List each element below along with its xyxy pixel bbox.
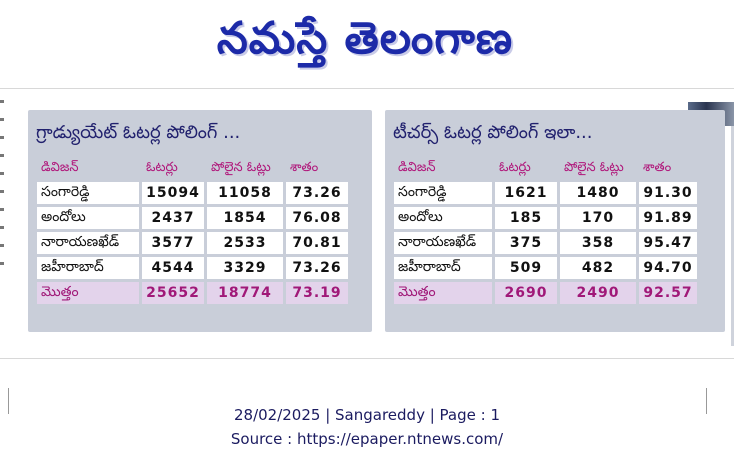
- teachers-panel-title: టీచర్స్ ఓటర్ల పోలింగ్ ఇలా...: [393, 122, 593, 143]
- column-header-polled-votes: పోలైన ఓట్లు: [560, 159, 636, 179]
- polled-votes-cell: 2533: [207, 232, 283, 254]
- bottom-divider: [0, 358, 734, 359]
- percentage-cell: 91.30: [639, 182, 697, 204]
- column-header-division: డివిజన్: [394, 159, 492, 179]
- masthead: నమస్తే తెలంగాణ: [0, 0, 734, 80]
- table-row: జహీరాబాద్ 4544 3329 73.26: [37, 257, 348, 279]
- graduate-polling-table: డివిజన్ ఓటర్లు పోలైన ఓట్లు శాతం సంగారెడ్…: [34, 156, 351, 307]
- table-row: నారాయణఖేడ్ 3577 2533 70.81: [37, 232, 348, 254]
- total-percentage-cell: 73.19: [286, 282, 348, 304]
- teachers-polling-table: డివిజన్ ఓటర్లు పోలైన ఓట్లు శాతం సంగారెడ్…: [391, 156, 700, 307]
- source-link[interactable]: Source : https://epaper.ntnews.com/: [230, 430, 504, 448]
- percentage-cell: 91.89: [639, 207, 697, 229]
- left-crop-mark: [8, 388, 9, 414]
- polled-votes-cell: 358: [560, 232, 636, 254]
- percentage-cell: 73.26: [286, 257, 348, 279]
- column-header-division: డివిజన్: [37, 159, 139, 179]
- percentage-cell: 76.08: [286, 207, 348, 229]
- voters-cell: 2437: [142, 207, 204, 229]
- division-cell: నారాయణఖేడ్: [394, 232, 492, 254]
- voters-cell: 1621: [495, 182, 557, 204]
- polled-votes-cell: 482: [560, 257, 636, 279]
- graduate-panel-title: గ్రాడ్యుయేట్ ఓటర్ల పోలింగ్ ...: [36, 122, 241, 143]
- teachers-polling-panel: టీచర్స్ ఓటర్ల పోలింగ్ ఇలా... డివిజన్ ఓటర…: [385, 110, 725, 332]
- column-header-percentage: శాతం: [639, 159, 697, 179]
- voters-cell: 4544: [142, 257, 204, 279]
- table-header-row: డివిజన్ ఓటర్లు పోలైన ఓట్లు శాతం: [394, 159, 697, 179]
- right-crop-mark: [706, 388, 707, 414]
- total-polled-votes-cell: 2490: [560, 282, 636, 304]
- total-row: మొత్తం 25652 18774 73.19: [37, 282, 348, 304]
- division-cell: అందోలు: [37, 207, 139, 229]
- table-row: నారాయణఖేడ్ 375 358 95.47: [394, 232, 697, 254]
- percentage-cell: 73.26: [286, 182, 348, 204]
- table-row: అందోలు 2437 1854 76.08: [37, 207, 348, 229]
- voters-cell: 15094: [142, 182, 204, 204]
- page-info: 28/02/2025 | Sangareddy | Page : 1: [233, 406, 500, 424]
- table-header-row: డివిజన్ ఓటర్లు పోలైన ఓట్లు శాతం: [37, 159, 348, 179]
- total-voters-cell: 25652: [142, 282, 204, 304]
- polled-votes-cell: 1854: [207, 207, 283, 229]
- top-divider: [0, 88, 734, 89]
- total-polled-votes-cell: 18774: [207, 282, 283, 304]
- total-row: మొత్తం 2690 2490 92.57: [394, 282, 697, 304]
- column-header-polled-votes: పోలైన ఓట్లు: [207, 159, 283, 179]
- voters-cell: 3577: [142, 232, 204, 254]
- polled-votes-cell: 1480: [560, 182, 636, 204]
- graduate-polling-panel: గ్రాడ్యుయేట్ ఓటర్ల పోలింగ్ ... డివిజన్ ఓ…: [28, 110, 372, 332]
- total-percentage-cell: 92.57: [639, 282, 697, 304]
- percentage-cell: 94.70: [639, 257, 697, 279]
- division-cell: సంగారెడ్డి: [394, 182, 492, 204]
- total-voters-cell: 2690: [495, 282, 557, 304]
- table-row: సంగారెడ్డి 1621 1480 91.30: [394, 182, 697, 204]
- voters-cell: 509: [495, 257, 557, 279]
- polled-votes-cell: 11058: [207, 182, 283, 204]
- percentage-cell: 70.81: [286, 232, 348, 254]
- column-header-voters: ఓటర్లు: [495, 159, 557, 179]
- newspaper-logo: నమస్తే తెలంగాణ: [216, 13, 514, 64]
- column-header-voters: ఓటర్లు: [142, 159, 204, 179]
- polled-votes-cell: 3329: [207, 257, 283, 279]
- voters-cell: 185: [495, 207, 557, 229]
- table-row: సంగారెడ్డి 15094 11058 73.26: [37, 182, 348, 204]
- division-cell: సంగారెడ్డి: [37, 182, 139, 204]
- column-header-percentage: శాతం: [286, 159, 348, 179]
- total-label-cell: మొత్తం: [394, 282, 492, 304]
- percentage-cell: 95.47: [639, 232, 697, 254]
- table-row: జహీరాబాద్ 509 482 94.70: [394, 257, 697, 279]
- voters-cell: 375: [495, 232, 557, 254]
- left-edge-fragment: [0, 100, 4, 270]
- division-cell: అందోలు: [394, 207, 492, 229]
- division-cell: నారాయణఖేడ్: [37, 232, 139, 254]
- table-row: అందోలు 185 170 91.89: [394, 207, 697, 229]
- right-edge-fragment: [731, 126, 734, 346]
- polled-votes-cell: 170: [560, 207, 636, 229]
- division-cell: జహీరాబాద్: [394, 257, 492, 279]
- total-label-cell: మొత్తం: [37, 282, 139, 304]
- division-cell: జహీరాబాద్: [37, 257, 139, 279]
